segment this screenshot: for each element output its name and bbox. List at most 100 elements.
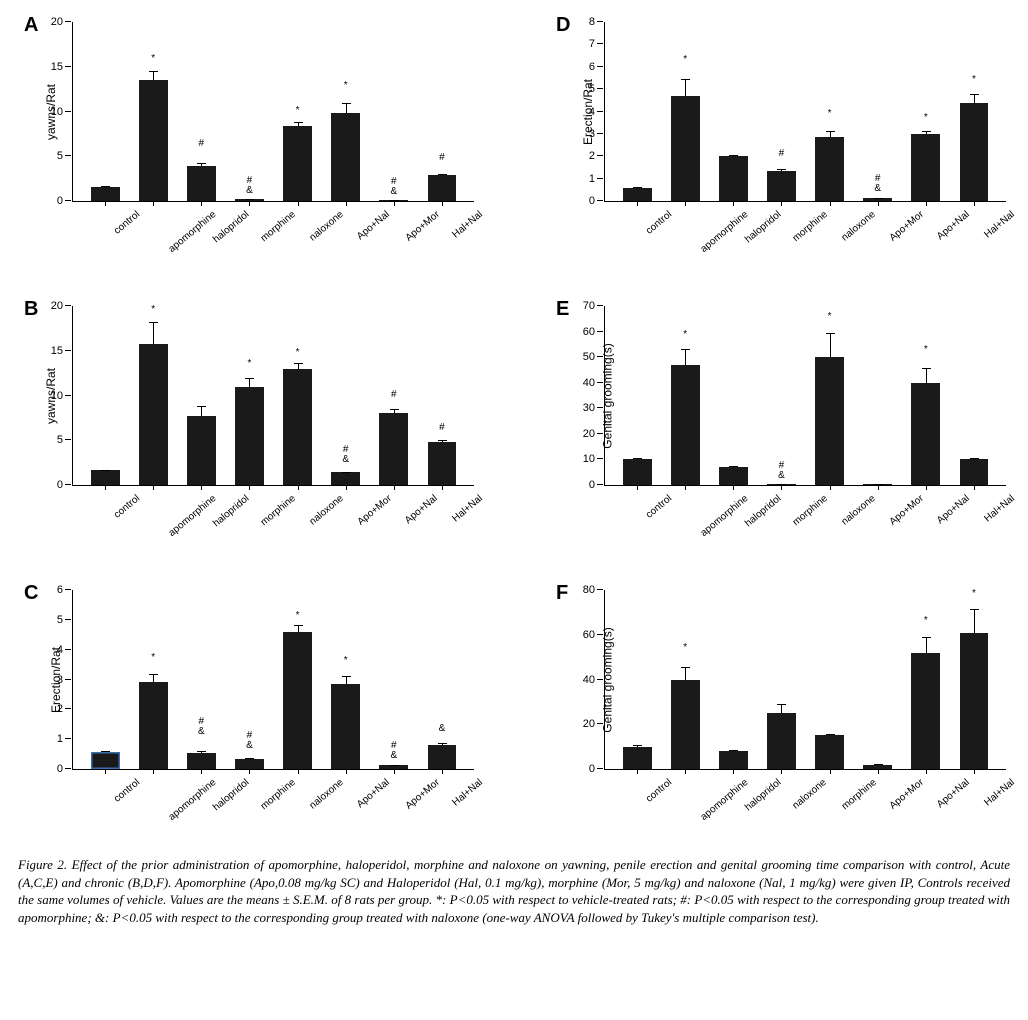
significance-marker: *	[151, 653, 155, 663]
bar-group: #&morphine	[225, 590, 273, 769]
x-tick	[249, 201, 250, 206]
error-bar	[105, 751, 106, 752]
bar-group: #Hal+Nal	[418, 306, 466, 485]
y-axis-label: yawns/Rat	[44, 367, 58, 423]
figure-caption: Figure 2. Effect of the prior administra…	[12, 856, 1016, 926]
panel-B: B05101520yawns/Ratcontrol*apomorphinehal…	[12, 296, 484, 556]
x-tick	[394, 769, 395, 774]
x-tick-label: control	[644, 493, 674, 521]
panel-C: C0123456Erection/Ratcontrol*apomorphine#…	[12, 580, 484, 840]
error-bar	[442, 743, 443, 744]
bar-group: *apomorphine	[661, 22, 709, 201]
bar-group: halopridol	[709, 306, 757, 485]
y-tick-label: 15	[51, 345, 63, 357]
bar	[623, 459, 652, 485]
x-tick-label: Hal+Nal	[450, 209, 485, 240]
bar-group: control	[81, 22, 129, 201]
y-tick-label: 10	[583, 453, 595, 465]
x-tick-label: naloxone	[307, 209, 345, 244]
y-tick	[65, 768, 71, 769]
significance-marker: #	[439, 423, 445, 433]
x-tick	[878, 201, 879, 206]
significance-marker: *	[151, 305, 155, 315]
y-tick	[597, 589, 603, 590]
y-tick-label: 5	[57, 614, 63, 626]
x-tick-label: morphine	[259, 777, 298, 812]
y-axis-label: Erection/Rat	[581, 78, 595, 144]
y-tick	[65, 350, 71, 351]
x-tick-label: Hal+Nal	[982, 493, 1017, 524]
bar	[815, 735, 844, 769]
y-tick-label: 2	[589, 150, 595, 162]
bar-group: #&Apo+Mor	[322, 306, 370, 485]
y-tick	[65, 111, 71, 112]
x-tick-label: morphine	[791, 209, 830, 244]
bar-group: morphine	[806, 590, 854, 769]
y-tick-label: 6	[589, 61, 595, 73]
bar-group: Apo+Mor	[854, 306, 902, 485]
y-tick-label: 0	[589, 479, 595, 491]
x-tick	[830, 201, 831, 206]
y-tick	[597, 305, 603, 306]
x-tick-label: halopridol	[743, 209, 783, 245]
x-tick-label: halopridol	[211, 493, 251, 529]
y-tick-label: 0	[57, 763, 63, 775]
bar-group: control	[81, 306, 129, 485]
bar	[719, 751, 748, 769]
bar	[283, 126, 312, 201]
panel-label: F	[556, 582, 568, 605]
error-bar	[830, 734, 831, 736]
y-tick	[65, 619, 71, 620]
significance-marker: #	[439, 153, 445, 163]
x-tick	[153, 201, 154, 206]
y-tick-label: 15	[51, 61, 63, 73]
error-bar	[926, 368, 927, 383]
significance-marker: *	[683, 55, 687, 65]
bar-group: #&morphine	[757, 306, 805, 485]
significance-marker: #&	[390, 177, 397, 197]
panel-E: E010203040506070Genital grooming(s)contr…	[544, 296, 1016, 556]
bar	[960, 633, 989, 769]
significance-marker: #&	[874, 174, 881, 194]
bar	[428, 442, 457, 485]
bar-group: #&halopridol	[177, 590, 225, 769]
x-tick	[201, 769, 202, 774]
x-tick	[298, 769, 299, 774]
significance-marker: *	[924, 345, 928, 355]
chart-area: 0123456Erection/Ratcontrol*apomorphine#&…	[72, 590, 474, 770]
y-tick-label: 20	[583, 428, 595, 440]
significance-marker: *	[924, 113, 928, 123]
bar	[911, 653, 940, 769]
y-tick	[65, 305, 71, 306]
x-tick	[733, 201, 734, 206]
chart-area: 05101520yawns/Ratcontrol*apomorphine#hal…	[72, 22, 474, 202]
bar-group: control	[613, 306, 661, 485]
y-tick	[597, 111, 603, 112]
panel-label: B	[24, 298, 38, 321]
bar-group: *naloxone	[806, 22, 854, 201]
x-tick	[153, 485, 154, 490]
x-tick	[346, 769, 347, 774]
significance-marker: *	[296, 611, 300, 621]
bar	[187, 166, 216, 201]
y-tick	[597, 43, 603, 44]
chart-area: 020406080Genital grooming(s)control*apom…	[604, 590, 1006, 770]
x-tick-label: control	[112, 493, 142, 521]
x-tick	[926, 485, 927, 490]
y-tick	[65, 200, 71, 201]
error-bar	[153, 674, 154, 683]
bar-group: *naloxone	[806, 306, 854, 485]
panel-label: E	[556, 298, 569, 321]
x-tick-label: control	[644, 777, 674, 805]
significance-marker: &	[439, 724, 446, 734]
x-tick-label: Apo+Mor	[887, 209, 925, 244]
x-tick-label: apomorphine	[699, 493, 751, 539]
x-tick-label: Apo+Nal	[403, 493, 440, 526]
error-bar	[733, 155, 734, 157]
x-tick-label: halopridol	[211, 777, 251, 813]
bar	[235, 387, 264, 485]
chart-area: 05101520yawns/Ratcontrol*apomorphinehalo…	[72, 306, 474, 486]
significance-marker: *	[248, 359, 252, 369]
x-tick-label: apomorphine	[699, 209, 751, 255]
significance-marker: #	[199, 139, 205, 149]
